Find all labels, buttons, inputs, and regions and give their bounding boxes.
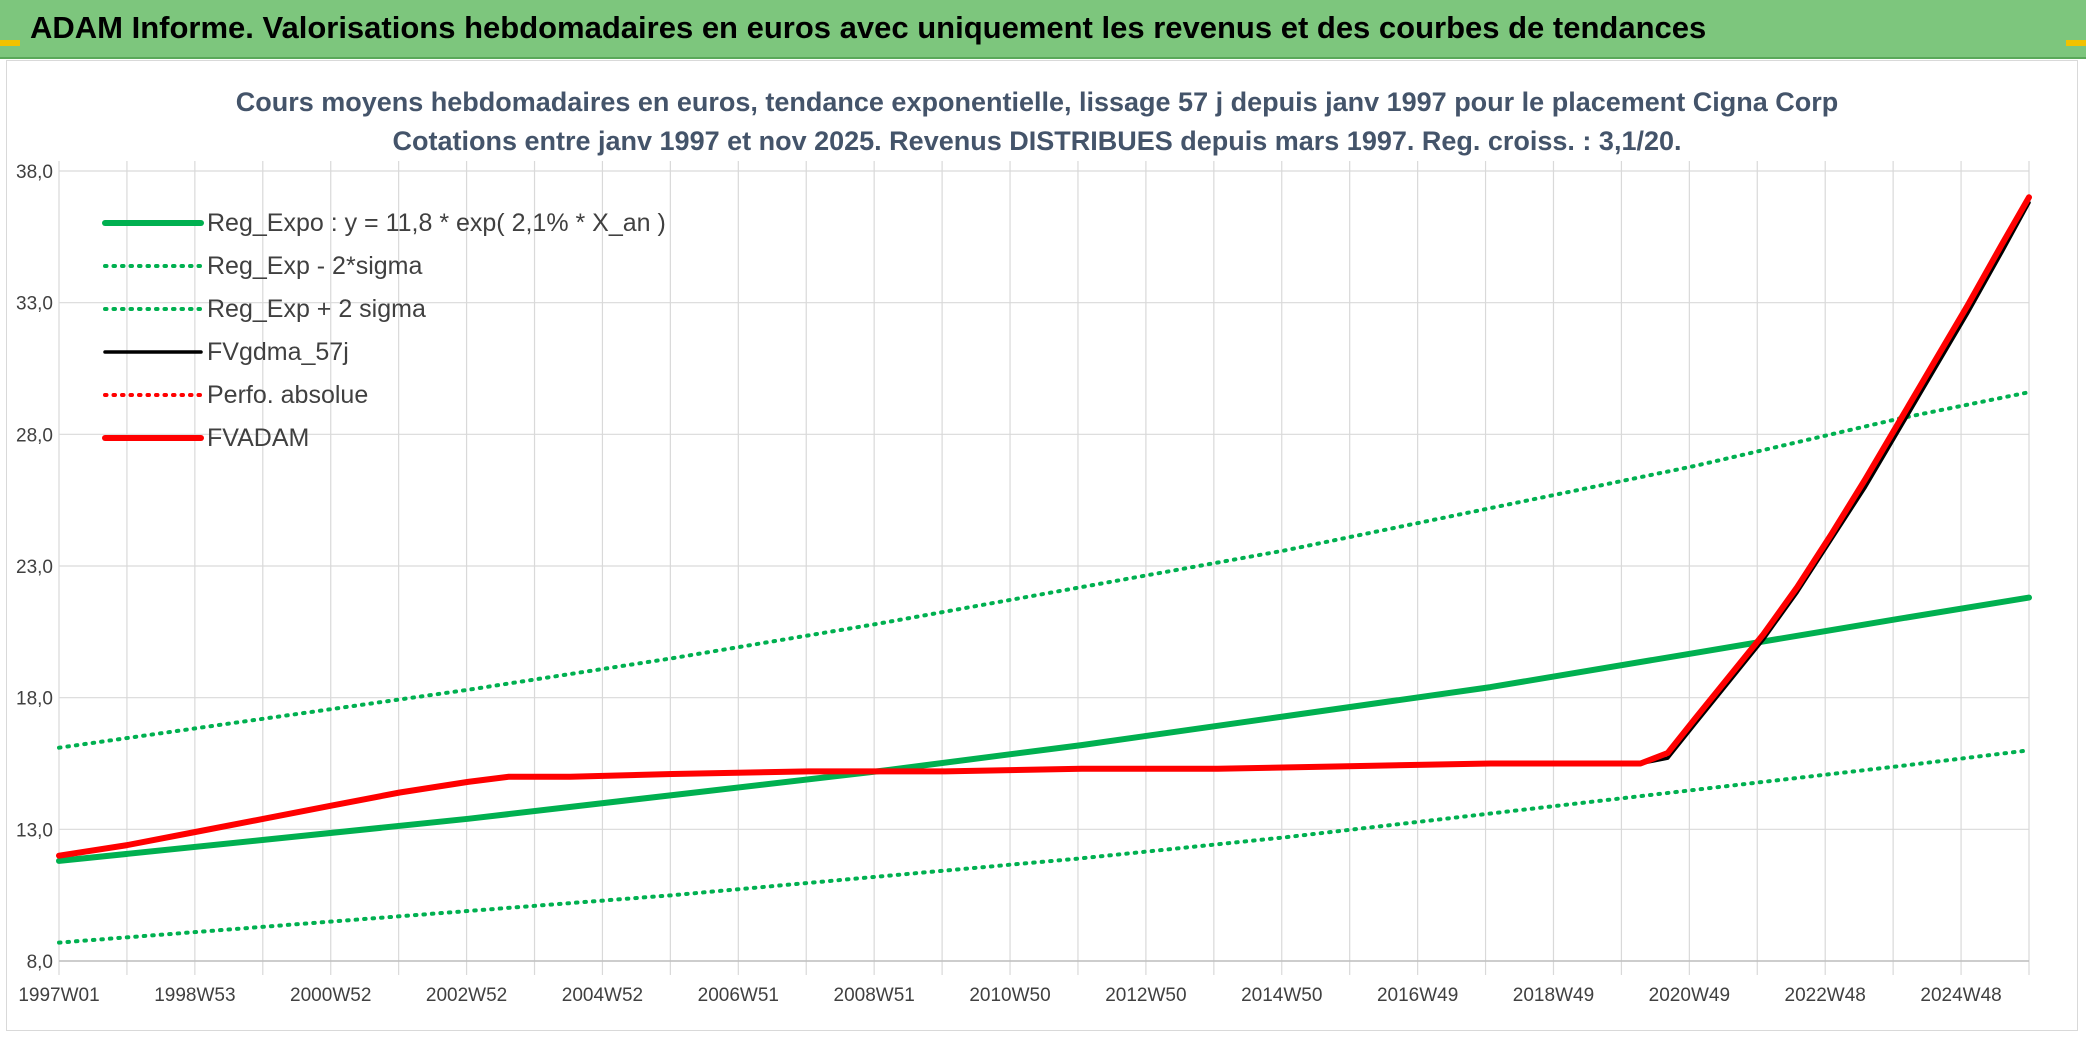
y-tick-label: 28,0 xyxy=(16,425,53,446)
y-tick-label: 33,0 xyxy=(16,294,53,315)
legend-label: FVADAM xyxy=(207,424,309,452)
x-tick-label: 2004W52 xyxy=(562,985,643,1006)
series-line-0 xyxy=(56,594,2032,864)
chart-subtitle: Cotations entre janv 1997 et nov 2025. R… xyxy=(392,126,1681,156)
x-tick-label: 1998W53 xyxy=(154,985,235,1006)
x-tick-label: 2000W52 xyxy=(290,985,371,1006)
corner-accent-right xyxy=(2066,40,2086,46)
legend-label: Reg_Expo : y = 11,8 * exp( 2,1% * X_an ) xyxy=(207,209,666,237)
line-chart: Cours moyens hebdomadaires en euros, ten… xyxy=(16,87,2032,1006)
x-tick-label: 1997W01 xyxy=(18,985,99,1006)
x-tick-label: 2002W52 xyxy=(426,985,507,1006)
x-tick-label: 2020W49 xyxy=(1649,985,1730,1006)
series-line-1 xyxy=(57,748,2031,945)
y-tick-label: 13,0 xyxy=(16,820,53,841)
x-tick-label: 2018W49 xyxy=(1513,985,1594,1006)
chart-frame: Cours moyens hebdomadaires en euros, ten… xyxy=(6,60,2078,1031)
x-tick-label: 2024W48 xyxy=(1920,985,2001,1006)
series-line-2 xyxy=(57,390,2031,750)
legend-label: Reg_Exp - 2*sigma xyxy=(207,252,422,280)
report-title: ADAM Informe. Valorisations hebdomadaire… xyxy=(30,10,1707,45)
y-tick-label: 38,0 xyxy=(16,162,53,183)
legend-label: Perfo. absolue xyxy=(207,381,368,409)
report-banner: ADAM Informe. Valorisations hebdomadaire… xyxy=(0,0,2086,59)
x-tick-label: 2012W50 xyxy=(1105,985,1186,1006)
x-tick-label: 2006W51 xyxy=(698,985,779,1006)
corner-accent-left xyxy=(0,40,20,46)
x-tick-label: 2016W49 xyxy=(1377,985,1458,1006)
y-tick-label: 23,0 xyxy=(16,557,53,578)
x-tick-label: 2014W50 xyxy=(1241,985,1322,1006)
legend-label: FVgdma_57j xyxy=(207,338,349,366)
y-tick-label: 18,0 xyxy=(16,689,53,710)
series-line-5 xyxy=(56,194,2032,859)
legend-label: Reg_Exp + 2 sigma xyxy=(207,295,426,323)
x-tick-label: 2022W48 xyxy=(1785,985,1866,1006)
x-tick-label: 2008W51 xyxy=(834,985,915,1006)
x-tick-label: 2010W50 xyxy=(969,985,1050,1006)
chart-title: Cours moyens hebdomadaires en euros, ten… xyxy=(236,87,1839,117)
y-tick-label: 8,0 xyxy=(27,952,53,973)
